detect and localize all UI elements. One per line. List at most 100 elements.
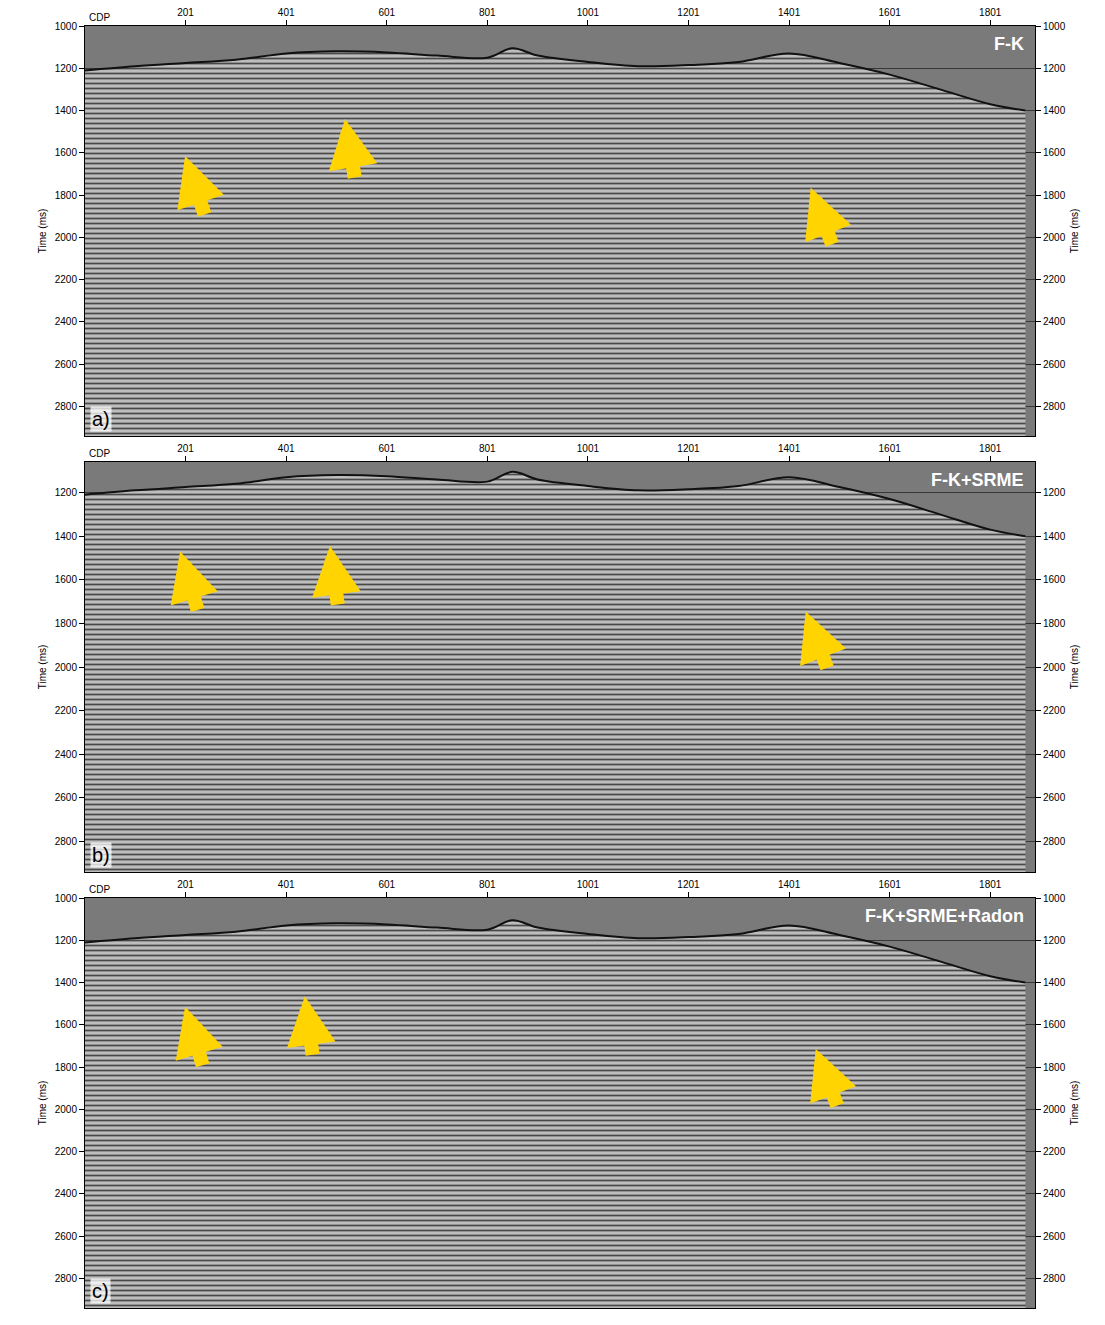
- svg-text:F-K: F-K: [994, 34, 1024, 54]
- svg-text:1201: 1201: [677, 7, 700, 18]
- svg-text:1600: 1600: [55, 147, 78, 158]
- svg-text:1200: 1200: [1043, 487, 1066, 498]
- svg-text:2000: 2000: [55, 662, 78, 673]
- svg-text:1000: 1000: [1043, 21, 1066, 32]
- svg-text:2400: 2400: [55, 316, 78, 327]
- svg-text:Time (ms): Time (ms): [37, 1081, 48, 1126]
- svg-text:401: 401: [278, 443, 295, 454]
- svg-text:c): c): [92, 1280, 109, 1302]
- svg-text:2000: 2000: [1043, 1104, 1066, 1115]
- svg-text:1200: 1200: [1043, 935, 1066, 946]
- svg-text:2600: 2600: [1043, 359, 1066, 370]
- svg-text:201: 201: [177, 7, 194, 18]
- svg-text:1801: 1801: [979, 443, 1002, 454]
- svg-text:601: 601: [378, 443, 395, 454]
- svg-text:1000: 1000: [1043, 893, 1066, 904]
- svg-text:2400: 2400: [55, 749, 78, 760]
- svg-text:401: 401: [278, 879, 295, 890]
- svg-text:401: 401: [278, 7, 295, 18]
- svg-text:2400: 2400: [1043, 749, 1066, 760]
- svg-text:1201: 1201: [677, 879, 700, 890]
- svg-text:2800: 2800: [1043, 401, 1066, 412]
- svg-text:1001: 1001: [577, 879, 600, 890]
- svg-text:2800: 2800: [55, 1273, 78, 1284]
- svg-text:2400: 2400: [1043, 316, 1066, 327]
- svg-text:1001: 1001: [577, 7, 600, 18]
- svg-text:1200: 1200: [55, 935, 78, 946]
- svg-text:2200: 2200: [55, 705, 78, 716]
- svg-text:2400: 2400: [1043, 1188, 1066, 1199]
- svg-text:1400: 1400: [55, 531, 78, 542]
- svg-text:2600: 2600: [55, 792, 78, 803]
- svg-text:1601: 1601: [879, 443, 902, 454]
- svg-text:1401: 1401: [778, 7, 801, 18]
- svg-text:1400: 1400: [1043, 977, 1066, 988]
- svg-text:1800: 1800: [55, 1062, 78, 1073]
- svg-text:1200: 1200: [55, 487, 78, 498]
- svg-text:2800: 2800: [1043, 836, 1066, 847]
- svg-text:1601: 1601: [879, 879, 902, 890]
- svg-text:1800: 1800: [1043, 1062, 1066, 1073]
- svg-text:1400: 1400: [1043, 531, 1066, 542]
- svg-text:801: 801: [479, 7, 496, 18]
- svg-text:2200: 2200: [1043, 1146, 1066, 1157]
- svg-text:1201: 1201: [677, 443, 700, 454]
- svg-text:1800: 1800: [1043, 618, 1066, 629]
- svg-text:2000: 2000: [55, 232, 78, 243]
- svg-text:1400: 1400: [1043, 105, 1066, 116]
- svg-text:1600: 1600: [55, 1019, 78, 1030]
- svg-text:Time (ms): Time (ms): [1069, 645, 1080, 690]
- svg-text:2000: 2000: [55, 1104, 78, 1115]
- svg-text:1601: 1601: [879, 7, 902, 18]
- svg-text:1400: 1400: [55, 977, 78, 988]
- svg-text:1200: 1200: [1043, 63, 1066, 74]
- svg-text:2200: 2200: [1043, 274, 1066, 285]
- svg-text:2600: 2600: [1043, 792, 1066, 803]
- svg-text:201: 201: [177, 443, 194, 454]
- svg-text:1801: 1801: [979, 879, 1002, 890]
- svg-text:1200: 1200: [55, 63, 78, 74]
- svg-text:Time (ms): Time (ms): [37, 645, 48, 690]
- svg-text:601: 601: [378, 7, 395, 18]
- svg-text:1401: 1401: [778, 879, 801, 890]
- svg-text:2800: 2800: [55, 401, 78, 412]
- svg-text:2000: 2000: [1043, 232, 1066, 243]
- svg-text:2600: 2600: [1043, 1231, 1066, 1242]
- svg-text:1800: 1800: [55, 190, 78, 201]
- svg-text:2200: 2200: [1043, 705, 1066, 716]
- svg-text:b): b): [92, 844, 110, 866]
- svg-text:1600: 1600: [1043, 1019, 1066, 1030]
- svg-text:2400: 2400: [55, 1188, 78, 1199]
- svg-text:1000: 1000: [55, 893, 78, 904]
- svg-text:F-K+SRME+Radon: F-K+SRME+Radon: [865, 906, 1024, 926]
- svg-text:1800: 1800: [1043, 190, 1066, 201]
- svg-text:2800: 2800: [1043, 1273, 1066, 1284]
- svg-text:Time (ms): Time (ms): [1069, 1081, 1080, 1126]
- svg-text:1801: 1801: [979, 7, 1002, 18]
- svg-text:2600: 2600: [55, 359, 78, 370]
- svg-text:2000: 2000: [1043, 662, 1066, 673]
- svg-text:1000: 1000: [55, 21, 78, 32]
- svg-text:Time (ms): Time (ms): [37, 209, 48, 254]
- svg-text:CDP: CDP: [89, 12, 110, 23]
- svg-text:2800: 2800: [55, 836, 78, 847]
- svg-text:2200: 2200: [55, 1146, 78, 1157]
- svg-text:1001: 1001: [577, 443, 600, 454]
- svg-text:201: 201: [177, 879, 194, 890]
- svg-text:1600: 1600: [1043, 147, 1066, 158]
- svg-text:F-K+SRME: F-K+SRME: [931, 470, 1024, 490]
- svg-text:Time (ms): Time (ms): [1069, 209, 1080, 254]
- svg-text:1600: 1600: [55, 574, 78, 585]
- svg-text:1400: 1400: [55, 105, 78, 116]
- svg-text:1401: 1401: [778, 443, 801, 454]
- svg-text:601: 601: [378, 879, 395, 890]
- svg-text:a): a): [92, 408, 110, 430]
- svg-text:801: 801: [479, 443, 496, 454]
- svg-text:2600: 2600: [55, 1231, 78, 1242]
- svg-text:2200: 2200: [55, 274, 78, 285]
- svg-text:1600: 1600: [1043, 574, 1066, 585]
- svg-text:CDP: CDP: [89, 884, 110, 895]
- svg-text:1800: 1800: [55, 618, 78, 629]
- svg-text:801: 801: [479, 879, 496, 890]
- svg-text:CDP: CDP: [89, 448, 110, 459]
